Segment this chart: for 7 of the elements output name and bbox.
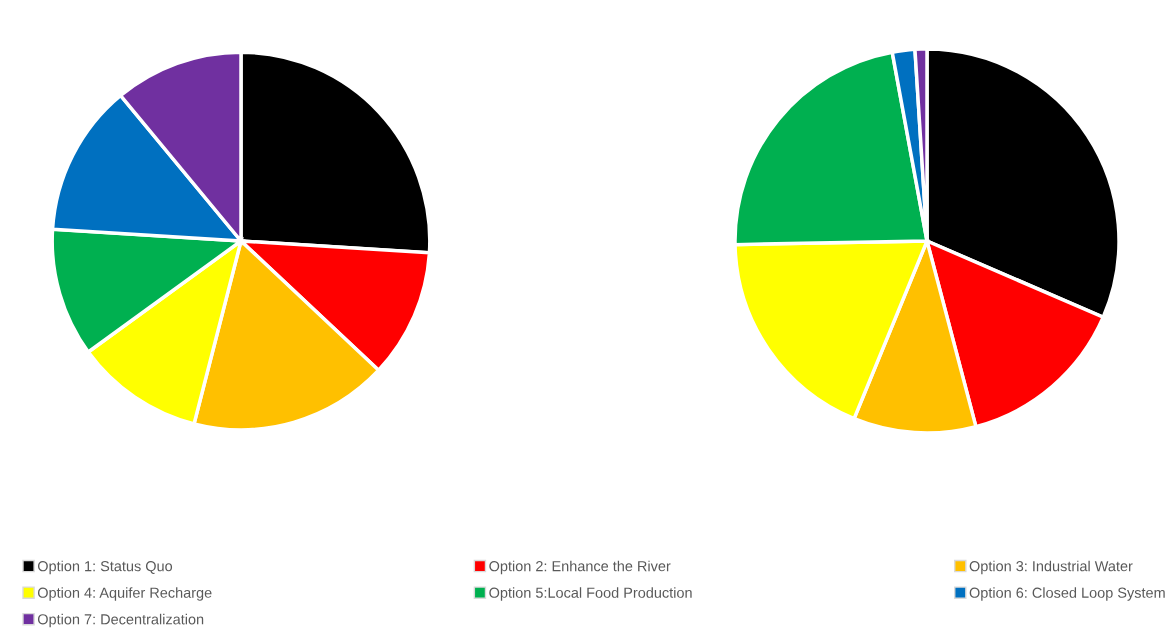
legend-label: Option 7: Decentralization [37, 613, 204, 628]
legend-label: Option 3: Industrial Water [969, 560, 1133, 575]
legend-label: Option 1: Status Quo [37, 560, 173, 575]
legend-label: Option 2: Enhance the River [489, 560, 671, 575]
legend-label: Option 4: Aquifer Recharge [37, 587, 212, 601]
legend-label: Option 6: Closed Loop System [969, 587, 1165, 601]
legend-label: Option 5:Local Food Production [489, 587, 692, 601]
